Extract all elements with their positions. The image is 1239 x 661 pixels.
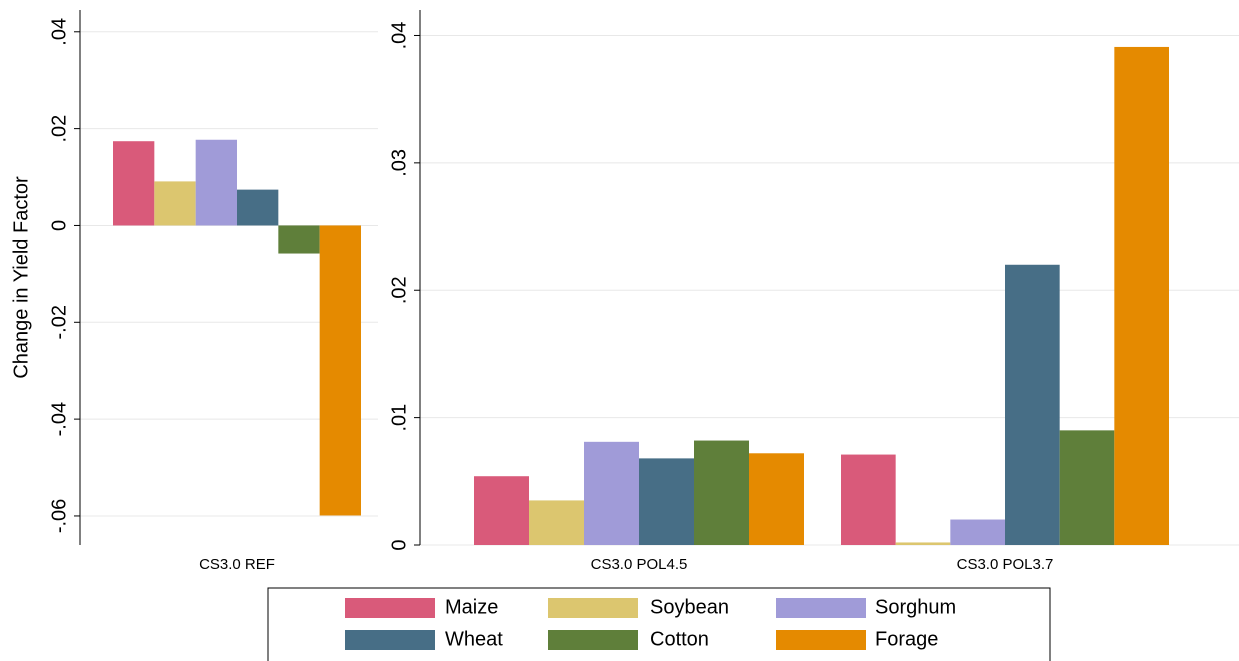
y-tick-label: .02 <box>388 276 410 304</box>
y-tick-label: -.02 <box>48 305 70 339</box>
bar <box>841 454 896 545</box>
bar <box>584 441 639 545</box>
bar <box>1005 264 1060 545</box>
legend-label: Cotton <box>650 628 709 650</box>
y-tick-label: 0 <box>48 220 70 231</box>
bar <box>694 440 749 545</box>
legend-swatch <box>548 630 638 650</box>
bar <box>1114 46 1169 545</box>
bar <box>639 458 694 545</box>
y-tick-label: .04 <box>48 18 70 46</box>
x-tick-label: CS3.0 POL4.5 <box>591 556 688 573</box>
bar <box>278 225 320 254</box>
y-tick-label: -.06 <box>48 499 70 533</box>
legend-label: Soybean <box>650 596 729 618</box>
bar <box>529 500 584 545</box>
legend-label: Maize <box>445 596 498 618</box>
bar <box>237 189 279 226</box>
y-tick-label: .03 <box>388 149 410 177</box>
bar <box>154 181 196 226</box>
legend-label: Sorghum <box>875 596 956 618</box>
bar <box>950 519 1005 545</box>
y-tick-label: 0 <box>388 539 410 550</box>
legend-label: Wheat <box>445 628 503 650</box>
legend-swatch <box>776 598 866 618</box>
bar <box>319 225 361 516</box>
legend-swatch <box>548 598 638 618</box>
bar <box>474 476 529 545</box>
bar <box>1059 430 1115 545</box>
y-tick-label: .02 <box>48 115 70 143</box>
legend-swatch <box>345 598 435 618</box>
legend-swatch <box>776 630 866 650</box>
legend-swatch <box>345 630 435 650</box>
bar <box>113 141 155 226</box>
bar <box>895 542 951 545</box>
legend-label: Forage <box>875 628 938 650</box>
y-tick-label: .01 <box>388 404 410 432</box>
y-axis-label: Change in Yield Factor <box>10 176 32 379</box>
bar <box>195 139 237 226</box>
y-tick-label: -.04 <box>48 402 70 436</box>
x-tick-label: CS3.0 POL3.7 <box>957 556 1054 573</box>
y-tick-label: .04 <box>388 22 410 50</box>
x-tick-label: CS3.0 REF <box>199 556 275 573</box>
bar <box>749 453 804 545</box>
